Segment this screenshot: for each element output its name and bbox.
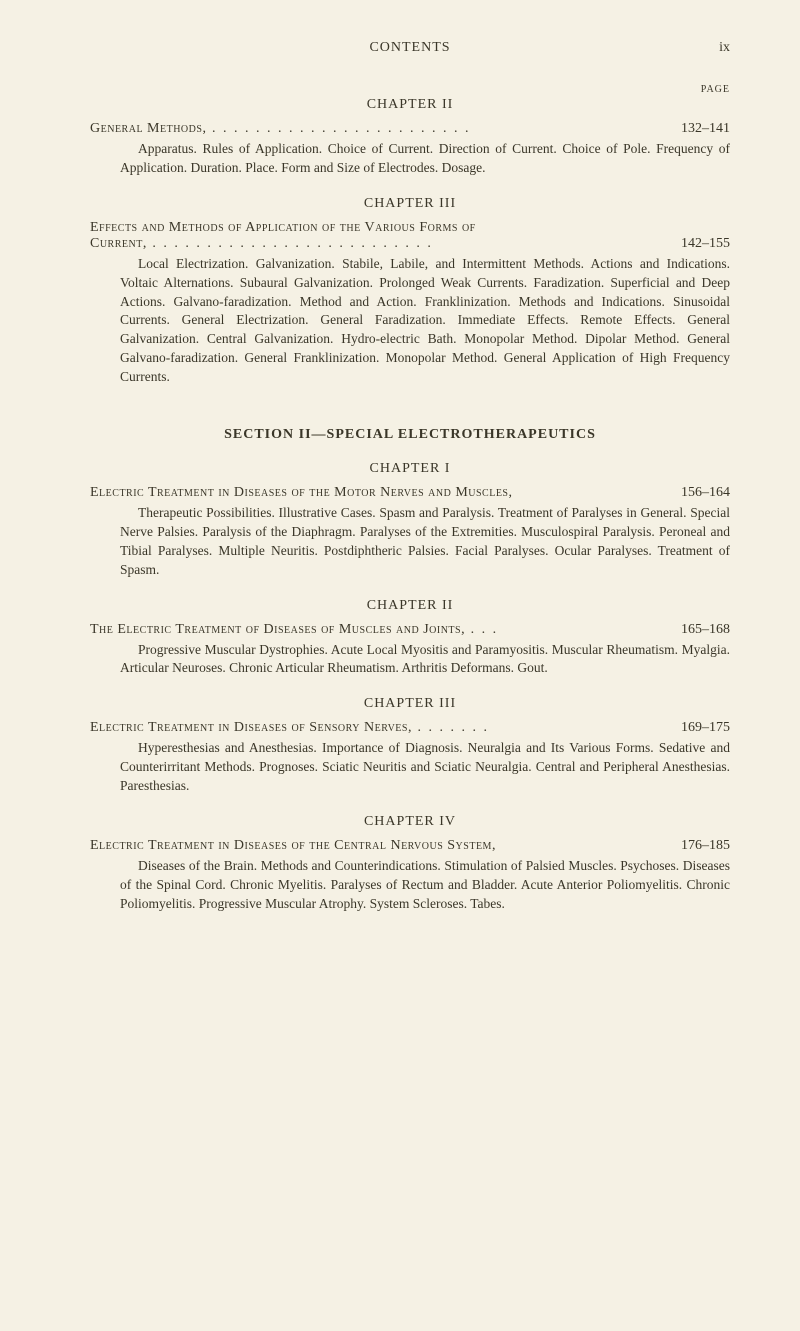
entry-description: Therapeutic Possibilities. Illustrative … — [120, 504, 730, 580]
toc-entry: Electric Treatment in Diseases of the Ce… — [90, 838, 730, 854]
toc-entry: The Electric Treatment of Diseases of Mu… — [90, 622, 730, 638]
entry-title-wrap: Current, . . . . . . . . . . . . . . . .… — [90, 236, 433, 252]
section-heading: SECTION II—SPECIAL ELECTROTHERAPEUTICS — [90, 427, 730, 443]
toc-entry: Effects and Methods of Application of th… — [90, 220, 730, 236]
entry-pages: 165–168 — [681, 622, 730, 638]
entry-title2: Current, — [90, 236, 147, 251]
entry-title: Effects and Methods of Application of th… — [90, 220, 476, 236]
chapter-heading: CHAPTER II — [90, 97, 730, 113]
entry-title-wrap: Electric Treatment in Diseases of Sensor… — [90, 720, 489, 736]
entry-title: Electric Treatment in Diseases of Sensor… — [90, 720, 412, 735]
entry-leaders: . . . . . . . — [412, 720, 489, 735]
entry-pages: 176–185 — [681, 838, 730, 854]
entry-leaders: . . . . . . . . . . . . . . . . . . . . … — [206, 121, 470, 136]
entry-title: Electric Treatment in Diseases of the Ce… — [90, 838, 496, 854]
entry-title: Electric Treatment in Diseases of the Mo… — [90, 485, 513, 501]
entry-pages: 132–141 — [681, 121, 730, 137]
entry-title: General Methods, — [90, 121, 206, 136]
entry-title: The Electric Treatment of Diseases of Mu… — [90, 622, 465, 637]
entry-description: Apparatus. Rules of Application. Choice … — [120, 140, 730, 178]
toc-entry: Current, . . . . . . . . . . . . . . . .… — [90, 236, 730, 252]
page-number: ix — [690, 40, 730, 56]
entry-description: Diseases of the Brain. Methods and Count… — [120, 857, 730, 914]
chapter-heading: CHAPTER III — [90, 196, 730, 212]
toc-entry: Electric Treatment in Diseases of Sensor… — [90, 720, 730, 736]
header-title: CONTENTS — [130, 40, 690, 56]
entry-title-wrap: The Electric Treatment of Diseases of Mu… — [90, 622, 498, 638]
toc-entry: General Methods, . . . . . . . . . . . .… — [90, 121, 730, 137]
entry-description: Hyperesthesias and Anesthesias. Importan… — [120, 739, 730, 796]
chapter-heading: CHAPTER II — [90, 598, 730, 614]
entry-description: Progressive Muscular Dystrophies. Acute … — [120, 641, 730, 679]
chapter-heading: CHAPTER IV — [90, 814, 730, 830]
entry-pages: 169–175 — [681, 720, 730, 736]
header-spacer — [90, 40, 130, 56]
page-container: CONTENTS ix PAGE CHAPTER II General Meth… — [0, 0, 800, 982]
entry-title-wrap: General Methods, . . . . . . . . . . . .… — [90, 121, 470, 137]
entry-pages: 156–164 — [681, 485, 730, 501]
entry-leaders: . . . . . . . . . . . . . . . . . . . . … — [147, 236, 433, 251]
header-row: CONTENTS ix — [90, 40, 730, 56]
page-label: PAGE — [90, 84, 730, 95]
entry-description: Local Electrization. Galvanization. Stab… — [120, 255, 730, 387]
entry-pages: 142–155 — [681, 236, 730, 252]
toc-entry: Electric Treatment in Diseases of the Mo… — [90, 485, 730, 501]
chapter-heading: CHAPTER III — [90, 696, 730, 712]
chapter-heading: CHAPTER I — [90, 461, 730, 477]
entry-leaders: . . . — [465, 622, 498, 637]
